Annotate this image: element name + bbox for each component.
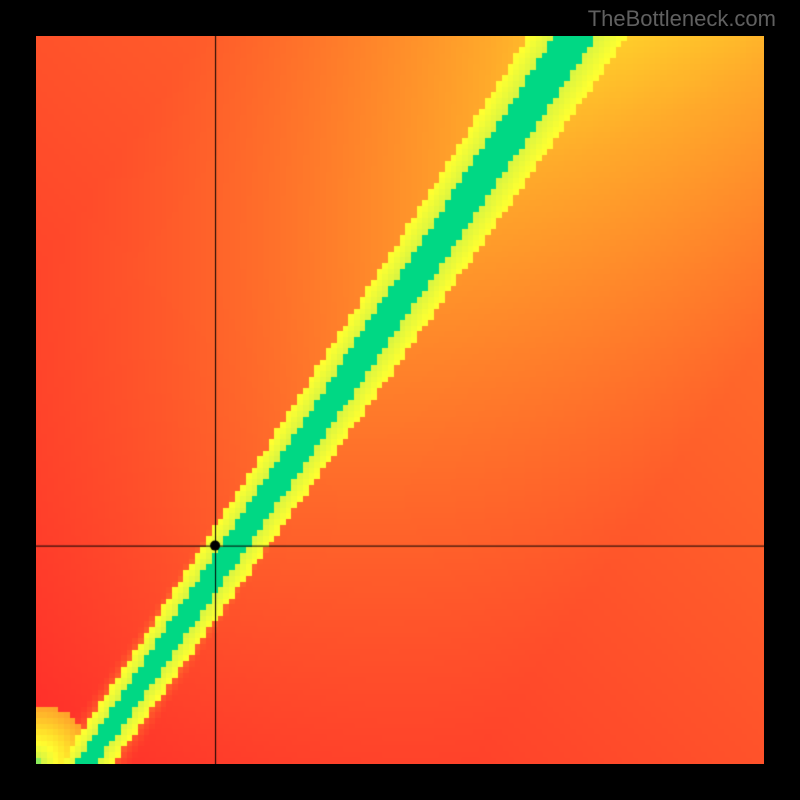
heatmap-canvas xyxy=(36,36,764,764)
watermark-text: TheBottleneck.com xyxy=(588,6,776,32)
heatmap-plot xyxy=(36,36,764,764)
chart-container: TheBottleneck.com xyxy=(0,0,800,800)
